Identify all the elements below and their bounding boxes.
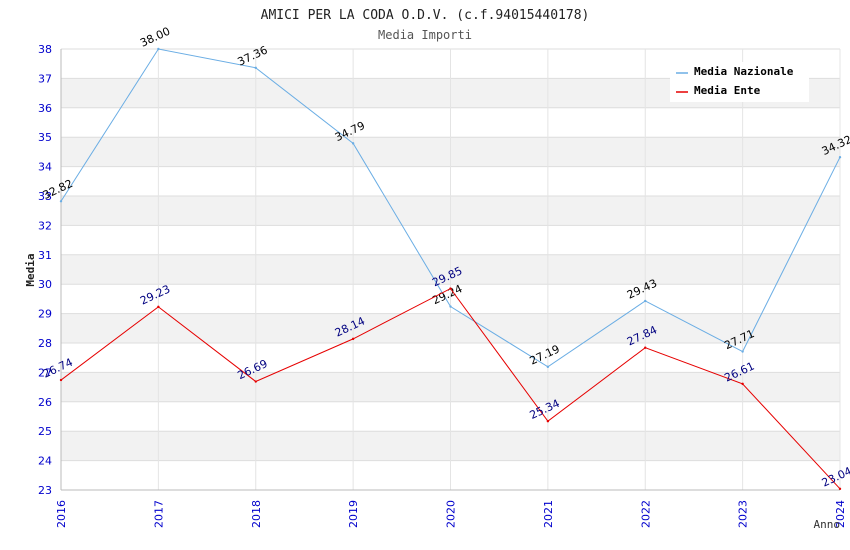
data-point-media-ente [838,487,842,491]
data-point-media-nazionale [741,350,744,353]
y-tick-label: 26 [38,396,52,409]
chart-subtitle: Media Importi [378,28,472,42]
data-point-media-nazionale [449,305,452,308]
data-label-media-ente: 23.04 [820,464,850,489]
y-tick-label: 34 [38,161,52,174]
y-tick-label: 29 [38,308,52,321]
data-point-media-nazionale [546,365,550,369]
chart-title: AMICI PER LA CODA O.D.V. (c.f.9401544017… [261,8,590,23]
data-point-media-nazionale [59,200,63,203]
data-point-media-nazionale [351,142,355,145]
data-point-media-ente [351,337,355,341]
y-tick-label: 37 [38,72,52,85]
y-axis-title: Media [24,253,37,286]
y-tick-label: 25 [38,425,52,438]
y-tick-label: 23 [38,484,52,497]
x-tick-label: 2023 [737,500,750,528]
y-tick-label: 31 [38,249,52,262]
data-point-media-nazionale [254,66,257,70]
y-tick-label: 35 [38,131,52,144]
legend: Media Nazionale Media Ente [670,62,809,102]
x-tick-label: 2021 [542,500,555,528]
x-tick-label: 2016 [55,500,68,528]
data-label-media-ente: 29.23 [138,282,172,307]
data-point-media-ente [157,305,160,309]
data-label-media-nazionale: 38.00 [138,25,172,50]
x-tick-label: 2022 [639,500,652,528]
x-axis-title: Anno [814,518,841,531]
x-tick-label: 2024 [834,500,847,528]
data-point-media-ente [254,380,257,383]
data-label-media-nazionale: 37.36 [236,43,270,68]
legend-box [670,62,809,102]
data-point-media-ente [59,378,63,382]
legend-label-media-ente: Media Ente [694,84,761,97]
data-label-media-nazionale: 27.19 [528,342,562,367]
x-tick-label: 2017 [152,500,165,528]
y-tick-label: 24 [38,455,52,468]
y-tick-label: 32 [38,219,52,232]
data-point-media-nazionale [644,299,647,303]
x-tick-label: 2018 [250,500,263,528]
y-tick-label: 38 [38,43,52,56]
data-point-media-ente [449,287,452,290]
y-tick-label: 36 [38,102,52,115]
legend-label-media-nazionale: Media Nazionale [694,65,794,78]
y-tick-label: 33 [38,190,52,203]
y-tick-label: 27 [38,366,52,379]
x-tick-label: 2020 [445,500,458,528]
data-point-media-nazionale [838,155,842,159]
data-point-media-ente [644,346,647,349]
data-point-media-nazionale [157,47,160,51]
y-tick-label: 30 [38,278,52,291]
data-point-media-ente [546,420,550,423]
y-tick-label: 28 [38,337,52,350]
x-tick-label: 2019 [347,500,360,528]
data-point-media-ente [741,382,744,386]
